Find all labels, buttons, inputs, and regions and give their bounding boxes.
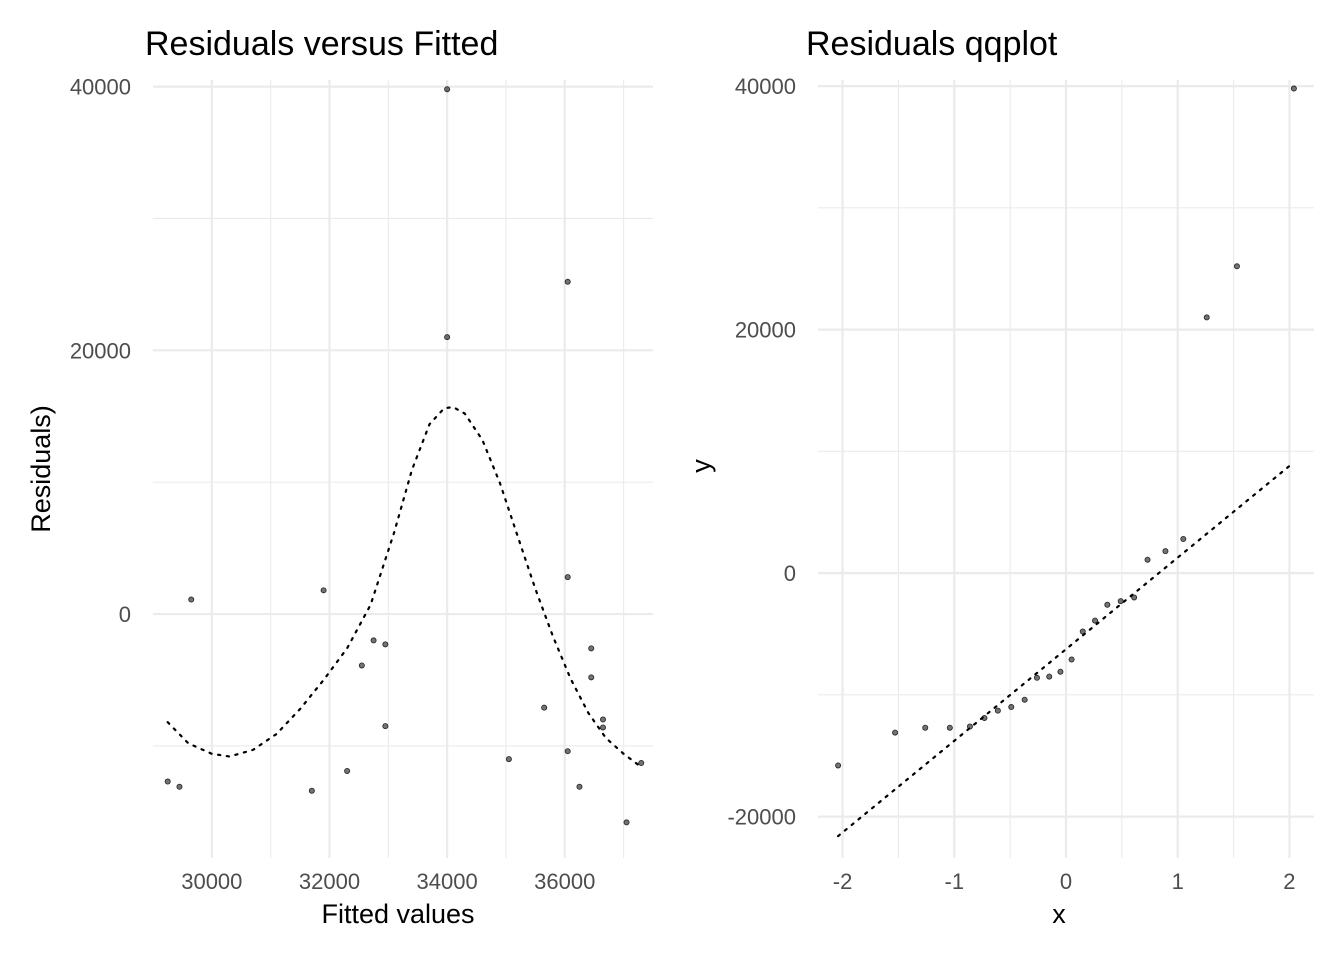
data-point bbox=[588, 674, 595, 681]
data-point bbox=[1144, 556, 1151, 563]
panel-residuals-qqplot: -2 -1 0 1 2 -20000 0 20000 40000 Residuals qqplo… bbox=[686, 25, 1314, 929]
tick-labels: -2 -1 0 1 2 -20000 0 20000 40000 bbox=[727, 74, 1295, 894]
data-marks bbox=[164, 86, 645, 826]
data-point bbox=[922, 724, 929, 731]
x-tick-label: -2 bbox=[833, 869, 853, 894]
data-point bbox=[382, 723, 389, 730]
data-point bbox=[1290, 85, 1297, 92]
data-point bbox=[588, 645, 595, 652]
data-point bbox=[600, 716, 607, 723]
data-marks bbox=[835, 85, 1297, 838]
data-point bbox=[1068, 656, 1075, 663]
data-point bbox=[600, 724, 607, 731]
data-point bbox=[1092, 617, 1099, 624]
data-point bbox=[564, 278, 571, 285]
data-point bbox=[320, 587, 327, 594]
x-axis-label: Fitted values bbox=[321, 899, 474, 929]
y-tick-label: 0 bbox=[119, 602, 131, 627]
data-point bbox=[1046, 673, 1053, 680]
data-point bbox=[1104, 601, 1111, 608]
data-point bbox=[1180, 536, 1187, 543]
data-point bbox=[370, 637, 377, 644]
y-tick-label: 20000 bbox=[70, 338, 131, 363]
data-point bbox=[308, 787, 315, 794]
data-point bbox=[188, 596, 195, 603]
data-point bbox=[1021, 696, 1028, 703]
chart-title: Residuals versus Fitted bbox=[145, 25, 498, 63]
data-point bbox=[994, 707, 1001, 714]
y-tick-label: 0 bbox=[784, 561, 796, 586]
data-point bbox=[1079, 628, 1086, 635]
data-point bbox=[966, 723, 973, 730]
data-point bbox=[946, 724, 953, 731]
smooth-trend-line bbox=[166, 405, 643, 769]
x-tick-label: 2 bbox=[1283, 869, 1295, 894]
data-point bbox=[1162, 548, 1169, 555]
x-tick-label: 32000 bbox=[299, 869, 360, 894]
data-point bbox=[505, 756, 512, 763]
data-point bbox=[835, 762, 842, 769]
data-point bbox=[358, 662, 365, 669]
x-tick-label: -1 bbox=[945, 869, 965, 894]
y-tick-label: -20000 bbox=[727, 805, 796, 830]
data-point bbox=[1203, 314, 1210, 321]
data-point bbox=[1233, 263, 1240, 270]
data-point bbox=[1057, 668, 1064, 675]
data-point bbox=[1033, 674, 1040, 681]
x-tick-label: 34000 bbox=[417, 869, 478, 894]
data-point bbox=[981, 714, 988, 721]
chart-title: Residuals qqplot bbox=[806, 25, 1058, 63]
y-tick-label: 40000 bbox=[70, 75, 131, 100]
tick-labels: 30000 32000 34000 36000 0 20000 40000 bbox=[70, 75, 596, 894]
x-tick-label: 1 bbox=[1172, 869, 1184, 894]
data-point bbox=[541, 704, 548, 711]
data-point bbox=[382, 641, 389, 648]
data-point bbox=[444, 334, 451, 341]
data-point bbox=[1008, 704, 1015, 711]
data-point bbox=[344, 767, 351, 774]
data-point bbox=[176, 783, 183, 790]
x-tick-label: 30000 bbox=[181, 869, 242, 894]
data-point bbox=[638, 760, 645, 767]
y-axis-label: y bbox=[686, 459, 716, 473]
data-point bbox=[564, 748, 571, 755]
x-tick-label: 36000 bbox=[534, 869, 595, 894]
data-point bbox=[564, 574, 571, 581]
panel-residuals-vs-fitted: 30000 32000 34000 36000 0 20000 40000 Residual… bbox=[26, 25, 653, 929]
data-point bbox=[623, 819, 630, 826]
data-point bbox=[892, 729, 899, 736]
data-point bbox=[164, 778, 171, 785]
data-point bbox=[1131, 594, 1138, 601]
x-axis-label: x bbox=[1052, 899, 1066, 929]
y-axis-label: Residuals) bbox=[26, 405, 56, 533]
data-point bbox=[576, 783, 583, 790]
x-tick-label: 0 bbox=[1060, 869, 1072, 894]
data-point bbox=[1117, 598, 1124, 605]
y-tick-label: 40000 bbox=[735, 74, 796, 99]
qq-reference-line bbox=[837, 461, 1295, 838]
grid-lines bbox=[818, 80, 1314, 858]
grid-lines bbox=[153, 80, 653, 858]
data-point bbox=[444, 86, 451, 93]
y-tick-label: 20000 bbox=[735, 318, 796, 343]
